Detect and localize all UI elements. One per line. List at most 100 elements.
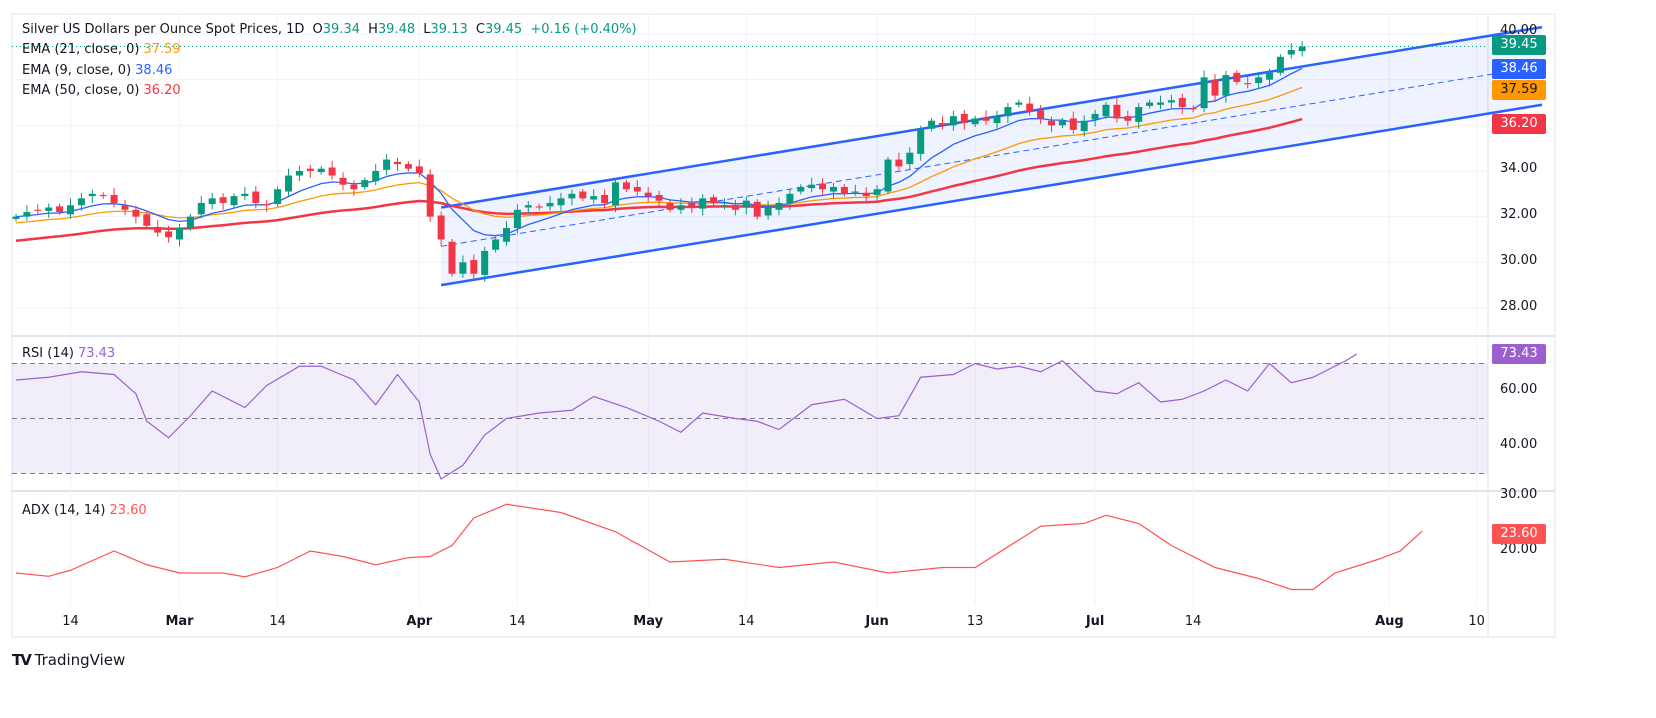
candle-body bbox=[644, 192, 652, 197]
rsi-line bbox=[15, 353, 1358, 480]
candle-body bbox=[350, 184, 358, 190]
price-tag-ema50: 36.20 bbox=[1492, 114, 1546, 134]
ema9-value: 38.46 bbox=[135, 63, 173, 78]
candle-body bbox=[263, 204, 271, 206]
adx-y-tick: 30.00 bbox=[1500, 487, 1538, 502]
candle-body bbox=[110, 194, 118, 203]
candle-body bbox=[241, 193, 249, 197]
symbol-title: Silver US Dollars per Ounce Spot Prices,… bbox=[22, 22, 305, 37]
ema50-label: EMA (50, close, 0) bbox=[22, 83, 140, 98]
candle-body bbox=[742, 200, 750, 208]
high-value: 39.48 bbox=[377, 22, 416, 37]
candle-body bbox=[285, 175, 292, 192]
time-label: 14 bbox=[509, 614, 526, 629]
change-value: +0.16 (+0.40%) bbox=[530, 22, 637, 37]
candle-body bbox=[492, 239, 500, 250]
price-tag-ema21: 37.59 bbox=[1492, 80, 1546, 100]
candle-body bbox=[481, 250, 489, 275]
y-tick: 40.00 bbox=[1500, 23, 1538, 38]
candle-body bbox=[688, 202, 696, 208]
candle-body bbox=[939, 123, 946, 126]
candle-body bbox=[840, 186, 848, 194]
price-tag-close: 39.45 bbox=[1492, 35, 1546, 55]
candle-body bbox=[328, 167, 336, 176]
candle-body bbox=[808, 184, 816, 189]
candle-body bbox=[633, 186, 641, 192]
rsi-value: 73.43 bbox=[77, 346, 116, 361]
rsi-legend[interactable]: RSI (14) 73.43 bbox=[22, 346, 115, 361]
ema21-legend[interactable]: EMA (21, close, 0) 37.59 bbox=[22, 42, 181, 57]
time-label: 13 bbox=[966, 614, 984, 629]
adx-line bbox=[15, 503, 1423, 591]
candle-body bbox=[1276, 56, 1284, 73]
rsi-y-tick: 60.00 bbox=[1500, 382, 1538, 397]
tradingview-logo[interactable]: TV TradingView bbox=[12, 651, 126, 669]
candle-body bbox=[666, 202, 674, 210]
candle-body bbox=[612, 182, 619, 206]
candle-body bbox=[731, 205, 739, 210]
candle-body bbox=[1058, 120, 1066, 126]
candle-body bbox=[45, 207, 53, 211]
candle-body bbox=[121, 205, 129, 210]
candle-body bbox=[186, 216, 194, 229]
candle-body bbox=[208, 198, 216, 205]
ema50-legend[interactable]: EMA (50, close, 0) 36.20 bbox=[22, 83, 181, 98]
candle-body bbox=[579, 191, 587, 199]
candle-body bbox=[1102, 104, 1110, 117]
adx-value-tag: 23.60 bbox=[1492, 524, 1546, 544]
candle-body bbox=[1298, 46, 1306, 52]
candle-body bbox=[993, 116, 1001, 124]
channel-lower-line bbox=[440, 103, 1543, 287]
adx-value: 23.60 bbox=[109, 503, 147, 518]
candle-body bbox=[601, 194, 609, 203]
candle-body bbox=[786, 193, 794, 203]
adx-legend[interactable]: ADX (14, 14) 23.60 bbox=[22, 503, 147, 518]
candle-body bbox=[230, 196, 238, 206]
adx-y-tick: 20.00 bbox=[1500, 542, 1538, 557]
time-label: 10 bbox=[1468, 614, 1485, 629]
open-label: O bbox=[312, 22, 323, 37]
time-label: 14 bbox=[1184, 614, 1202, 629]
time-label: May bbox=[633, 614, 664, 629]
candle-body bbox=[197, 202, 205, 215]
candle-body bbox=[1200, 77, 1208, 109]
price-tag-ema9: 38.46 bbox=[1492, 59, 1546, 79]
candle-body bbox=[77, 198, 85, 206]
candle-body bbox=[252, 191, 260, 203]
candle-body bbox=[12, 216, 20, 219]
candle-body bbox=[557, 198, 565, 206]
candle-body bbox=[143, 214, 151, 226]
candle-body bbox=[830, 186, 837, 192]
candle-body bbox=[88, 193, 96, 197]
candle-body bbox=[513, 209, 521, 229]
time-label: 14 bbox=[62, 614, 79, 629]
channel-fill bbox=[441, 27, 1543, 286]
time-label: 14 bbox=[738, 614, 755, 629]
candle-body bbox=[1167, 100, 1175, 103]
candle-body bbox=[99, 194, 107, 197]
y-tick: 34.00 bbox=[1500, 161, 1538, 176]
candle-body bbox=[1178, 97, 1186, 108]
candle-body bbox=[851, 191, 859, 193]
candle-body bbox=[1015, 102, 1023, 105]
candle-body bbox=[906, 152, 914, 165]
candle-body bbox=[383, 159, 391, 170]
candle-body bbox=[1069, 118, 1077, 130]
candle-body bbox=[361, 180, 369, 187]
candle-body bbox=[23, 212, 31, 217]
candle-body bbox=[1080, 120, 1088, 132]
high-label: H bbox=[368, 22, 378, 37]
symbol-legend: Silver US Dollars per Ounce Spot Prices,… bbox=[22, 22, 637, 37]
time-label: Aug bbox=[1375, 614, 1404, 629]
candle-body bbox=[949, 116, 957, 126]
candle-body bbox=[339, 177, 347, 185]
candle-body bbox=[764, 207, 772, 216]
candle-body bbox=[1157, 102, 1164, 105]
candle-body bbox=[982, 117, 990, 121]
candle-body bbox=[274, 189, 282, 205]
ema9-legend[interactable]: EMA (9, close, 0) 38.46 bbox=[22, 63, 172, 78]
low-label: L bbox=[423, 22, 431, 37]
candle-body bbox=[1146, 102, 1154, 106]
